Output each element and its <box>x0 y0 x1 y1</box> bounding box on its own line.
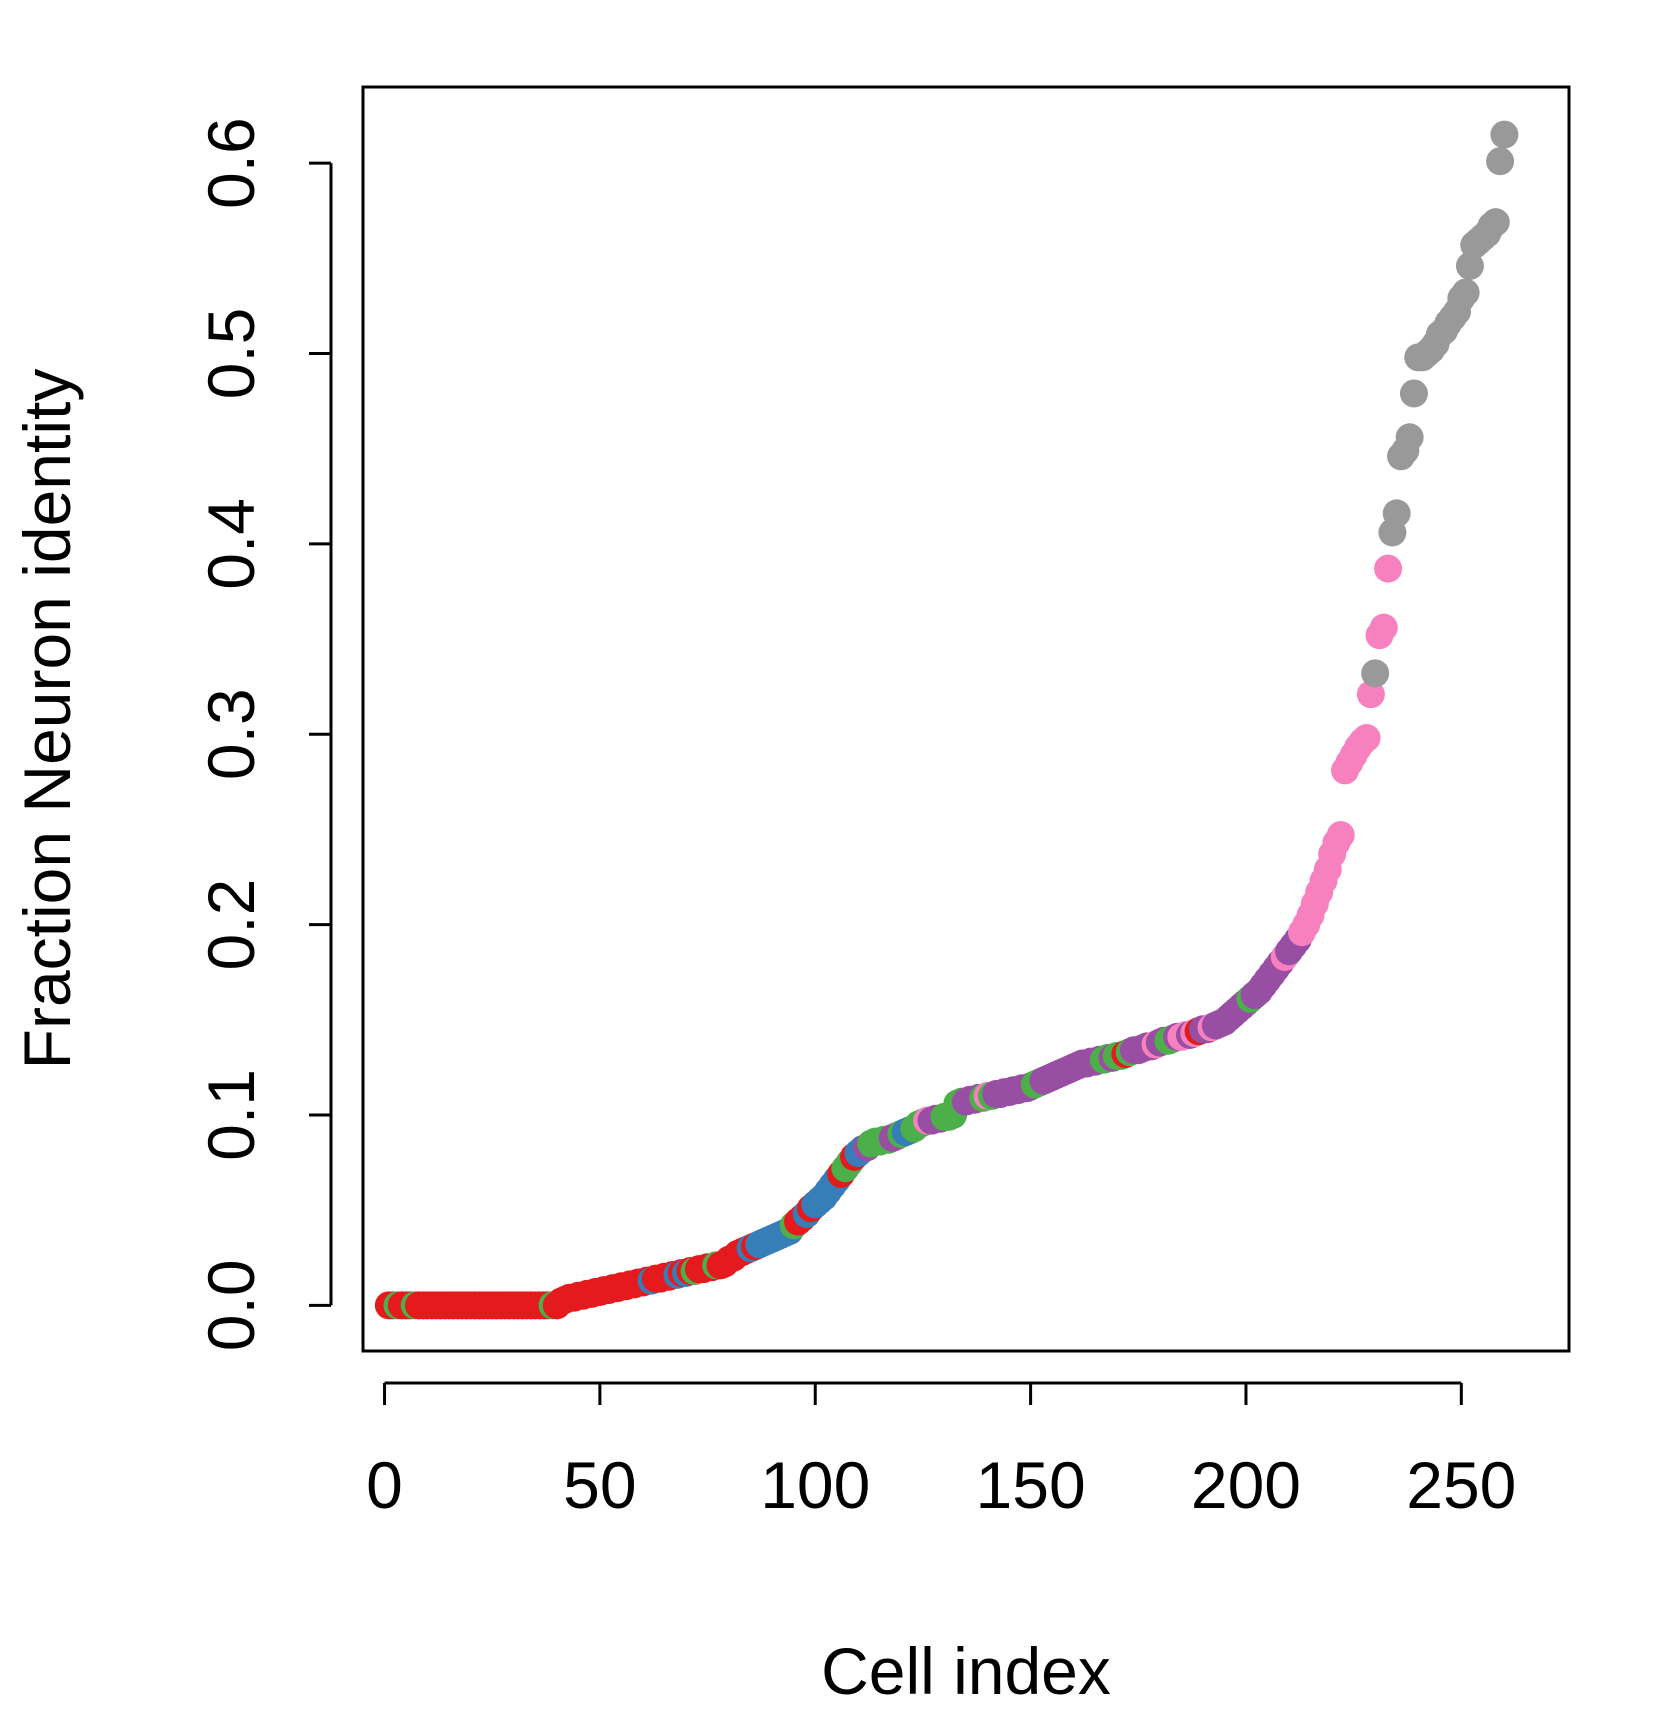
x-tick-label: 250 <box>1406 1448 1516 1522</box>
x-tick-label: 200 <box>1191 1448 1301 1522</box>
data-point <box>1382 499 1411 528</box>
data-point <box>1356 680 1385 709</box>
data-point <box>1395 423 1424 452</box>
x-tick-label: 0 <box>366 1448 403 1522</box>
y-tick-label: 0.3 <box>194 688 268 780</box>
data-point <box>1486 147 1515 176</box>
x-axis: 0 50 100 150 200 250 <box>366 1381 1516 1522</box>
points-layer <box>374 120 1519 1320</box>
x-tick-label: 100 <box>760 1448 870 1522</box>
data-point <box>1481 208 1510 237</box>
y-tick-label: 0.4 <box>194 498 268 590</box>
data-point <box>1361 659 1390 688</box>
data-point <box>1455 251 1484 280</box>
data-point <box>1490 120 1519 149</box>
data-point <box>1399 379 1428 408</box>
plot-frame <box>361 85 1571 1353</box>
data-point <box>1451 278 1480 307</box>
x-tick-label: 50 <box>563 1448 636 1522</box>
y-tick-label: 0.5 <box>194 308 268 400</box>
x-tick-label: 150 <box>976 1448 1086 1522</box>
data-point <box>1369 613 1398 642</box>
y-axis-title: Fraction Neuron identity <box>10 369 84 1070</box>
data-point <box>1374 554 1403 583</box>
x-axis-title: Cell index <box>821 1634 1111 1708</box>
y-tick-label: 0.2 <box>194 879 268 971</box>
y-tick-label: 0.1 <box>194 1069 268 1161</box>
y-tick-label: 0.0 <box>194 1259 268 1351</box>
data-point <box>1326 821 1355 850</box>
y-tick-label: 0.6 <box>194 117 268 209</box>
data-point <box>1352 724 1381 753</box>
y-axis: 0.0 0.1 0.2 0.3 0.4 0.5 0.6 <box>194 117 333 1351</box>
